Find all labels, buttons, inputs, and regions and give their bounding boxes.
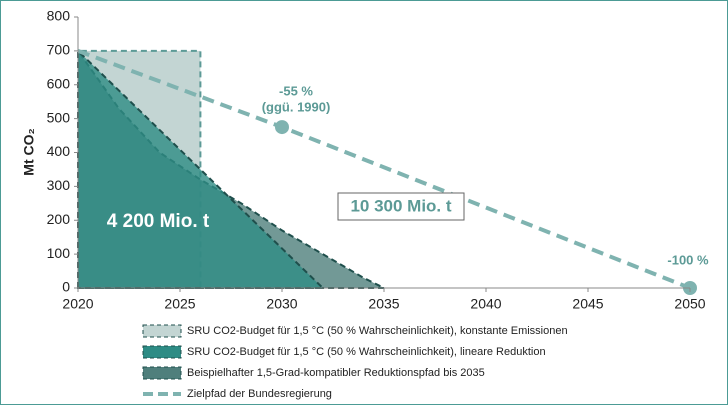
y-tick-label: 500 — [47, 109, 71, 125]
x-tick-label: 2040 — [470, 296, 501, 312]
y-tick-label: 0 — [62, 279, 70, 295]
marker — [275, 120, 289, 135]
annotation: (ggü. 1990) — [262, 99, 331, 114]
y-tick-label: 400 — [47, 143, 71, 159]
y-tick-label: 600 — [47, 75, 71, 91]
x-tick-label: 2050 — [674, 296, 705, 312]
x-tick-label: 2020 — [62, 296, 93, 312]
x-tick-label: 2030 — [266, 296, 297, 312]
annotation: 4 200 Mio. t — [107, 211, 210, 232]
y-tick-label: 700 — [47, 42, 71, 58]
y-tick-label: 200 — [47, 211, 71, 227]
annotation: -55 % — [279, 83, 313, 98]
legend-label: Beispielhafter 1,5-Grad-kompatibler Redu… — [187, 367, 485, 379]
legend-swatch — [142, 324, 182, 338]
y-tick-label: 800 — [47, 8, 71, 24]
y-tick-label: 100 — [47, 245, 71, 261]
legend-label: SRU CO2-Budget für 1,5 °C (50 % Wahrsche… — [187, 325, 568, 337]
x-tick-label: 2045 — [572, 296, 603, 312]
legend-swatch — [142, 366, 182, 380]
annotation: -100 % — [667, 252, 709, 267]
y-tick-label: 300 — [47, 177, 71, 193]
annotation: 10 300 Mio. t — [350, 196, 451, 215]
annotation-box — [337, 192, 465, 221]
legend-label: Zielpfad der Bundesregierung — [187, 388, 332, 400]
y-axis-label: Mt CO₂ — [21, 128, 37, 175]
legend-label: SRU CO2-Budget für 1,5 °C (50 % Wahrsche… — [187, 346, 546, 358]
x-tick-label: 2035 — [368, 296, 399, 312]
x-tick-label: 2025 — [164, 296, 195, 312]
legend-swatch — [142, 345, 182, 359]
